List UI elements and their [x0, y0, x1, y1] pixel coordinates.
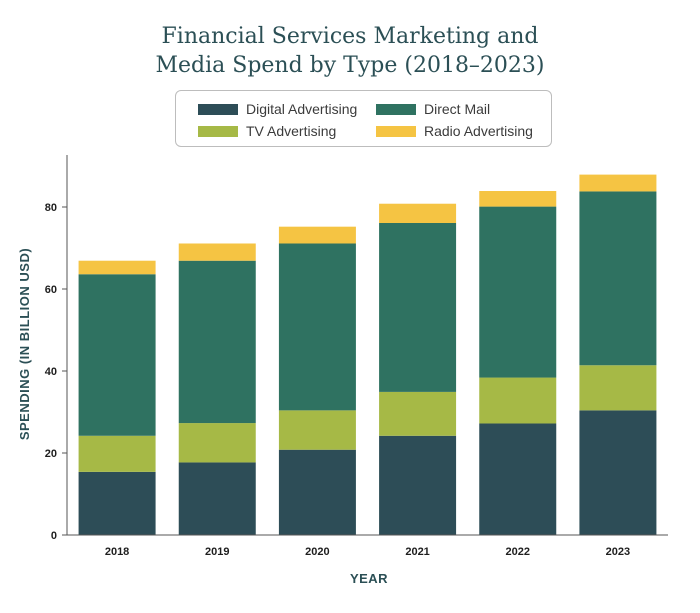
x-tick-label: 2021: [405, 546, 429, 558]
legend-swatch: [376, 103, 416, 115]
bar-digital-advertising-2019: [178, 462, 256, 535]
bar-tv-advertising-2019: [178, 423, 256, 463]
bar-direct-mail-2022: [479, 206, 557, 378]
bar-digital-advertising-2018: [78, 471, 156, 535]
y-axis: 0 20 40 60 80: [45, 155, 68, 542]
bar-direct-mail-2018: [78, 274, 156, 436]
bar-tv-advertising-2020: [278, 410, 356, 450]
x-tick-label: 2018: [105, 546, 129, 558]
bar-stack-2022: [479, 191, 557, 535]
legend-item: Radio Advertising: [376, 123, 533, 139]
bar-stack-2018: [78, 260, 156, 535]
bar-tv-advertising-2018: [78, 435, 156, 472]
legend-label: TV Advertising: [246, 123, 337, 139]
y-tick-label: 80: [45, 202, 57, 214]
legend-label: Radio Advertising: [424, 123, 533, 139]
bar-radio-advertising-2022: [479, 191, 557, 207]
legend-swatch: [198, 103, 238, 115]
bar-stack-2023: [579, 174, 657, 535]
bar-stack-2020: [278, 226, 356, 535]
legend-swatch: [198, 125, 238, 137]
bar-direct-mail-2021: [379, 222, 457, 392]
y-tick-label: 20: [45, 448, 57, 460]
legend-item: Digital Advertising: [198, 101, 357, 117]
x-tick-label: 2020: [305, 546, 329, 558]
bar-direct-mail-2019: [178, 260, 256, 424]
bar-stack-2019: [178, 243, 256, 535]
legend-item: Direct Mail: [376, 101, 490, 117]
bar-tv-advertising-2022: [479, 377, 557, 424]
y-axis-title: SPENDING (IN BILLION USD): [17, 248, 32, 440]
bar-digital-advertising-2022: [479, 423, 557, 535]
x-tick-label: 2022: [506, 546, 530, 558]
chart-title-line-1: Financial Services Marketing and: [161, 24, 539, 49]
x-axis: 2018 2019 2020 2021 2022 2023: [67, 534, 668, 558]
bar-direct-mail-2020: [278, 243, 356, 411]
y-tick-label: 40: [45, 366, 57, 378]
bar-radio-advertising-2018: [78, 260, 156, 275]
bar-direct-mail-2023: [579, 191, 657, 366]
x-tick-label: 2023: [606, 546, 630, 558]
y-tick-label: 60: [45, 284, 57, 296]
chart-title-line-2: Media Spend by Type (2018–2023): [155, 53, 545, 78]
bar-digital-advertising-2023: [579, 410, 657, 535]
bar-tv-advertising-2023: [579, 365, 657, 411]
bar-digital-advertising-2020: [278, 449, 356, 535]
bar-digital-advertising-2021: [379, 435, 457, 535]
x-axis-title: YEAR: [350, 571, 388, 586]
legend-label: Direct Mail: [424, 101, 491, 117]
bar-radio-advertising-2019: [178, 243, 256, 261]
bar-radio-advertising-2020: [278, 226, 356, 244]
bar-radio-advertising-2023: [579, 174, 657, 192]
y-tick-label: 0: [51, 530, 57, 542]
legend-swatch: [376, 125, 416, 137]
legend-item: TV Advertising: [198, 123, 336, 139]
bar-tv-advertising-2021: [379, 391, 457, 436]
chart-legend: Digital Advertising Direct Mail TV Adverti…: [175, 90, 552, 147]
x-tick-label: 2019: [205, 546, 229, 558]
legend-label: Digital Advertising: [246, 101, 358, 117]
chart-title: Financial Services Marketing and Media S…: [0, 22, 700, 80]
bar-radio-advertising-2021: [379, 203, 457, 223]
bar-stack-2021: [379, 203, 457, 535]
bars-group: [78, 174, 657, 535]
